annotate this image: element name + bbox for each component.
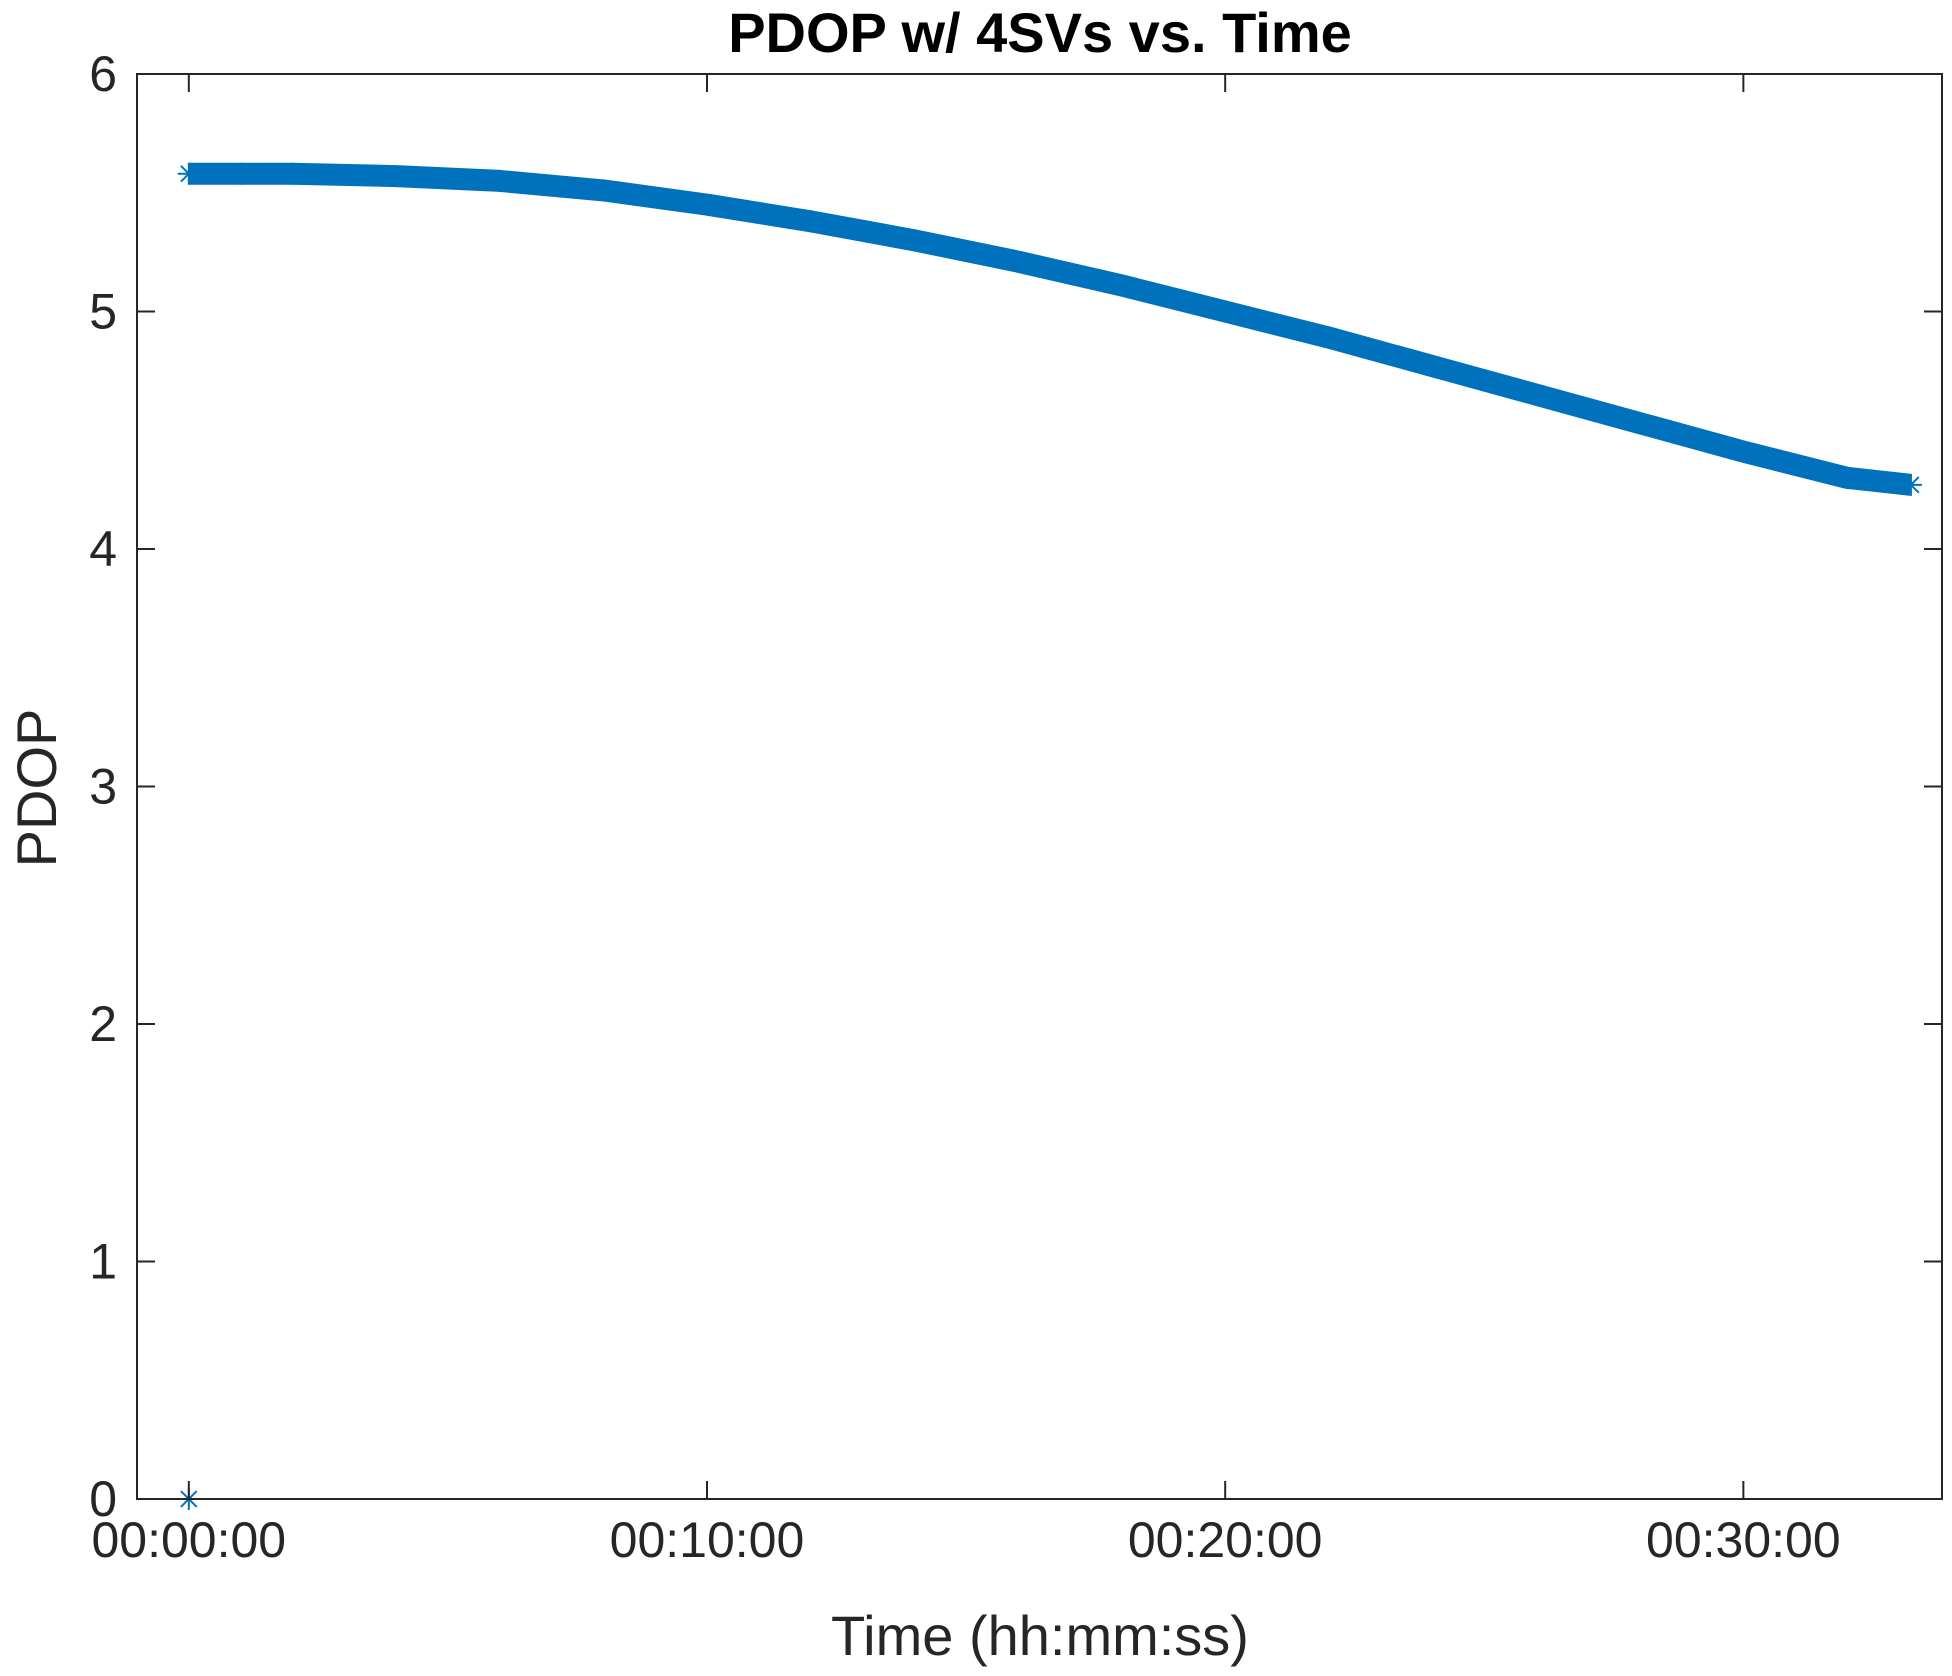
x-tick-label: 00:30:00 xyxy=(1646,1512,1841,1568)
y-tick-label: 0 xyxy=(89,1471,117,1527)
plot-area xyxy=(177,162,1922,1510)
y-tick-label: 4 xyxy=(89,521,117,577)
data-point xyxy=(1836,466,1858,489)
data-point xyxy=(1732,440,1755,463)
y-tick-label: 3 xyxy=(89,759,117,815)
series-line xyxy=(188,162,1913,496)
data-point xyxy=(903,229,926,252)
data-point xyxy=(1006,250,1029,273)
data-point xyxy=(229,162,252,185)
data-point xyxy=(1317,326,1340,349)
data-point xyxy=(799,210,822,233)
x-tick-label: 00:00:00 xyxy=(91,1512,286,1568)
data-point xyxy=(1628,412,1651,435)
data-point xyxy=(1421,355,1444,378)
chart-title: PDOP w/ 4SVs vs. Time xyxy=(728,1,1352,64)
data-point xyxy=(592,179,615,202)
data-point xyxy=(385,165,408,188)
x-axis-label: Time (hh:mm:ss) xyxy=(831,1604,1249,1667)
x-tick-label: 00:20:00 xyxy=(1128,1512,1323,1568)
y-tick-label: 2 xyxy=(89,996,117,1052)
data-point xyxy=(1110,274,1133,297)
y-tick-label: 5 xyxy=(89,284,117,340)
axes: 00:00:00 00:10:00 00:20:00 00:30:00 0 1 2 3 4 5 6 xyxy=(89,46,1943,1568)
data-point xyxy=(1214,300,1237,323)
y-axis-label: PDOP xyxy=(5,709,68,868)
data-point xyxy=(488,169,511,192)
y-tick-label: 1 xyxy=(89,1234,117,1290)
y-tick-label: 6 xyxy=(89,46,117,102)
axis-box xyxy=(136,73,1943,1500)
data-point xyxy=(1525,383,1548,406)
x-tick-label: 00:10:00 xyxy=(610,1512,805,1568)
data-point xyxy=(1899,473,1922,496)
data-point xyxy=(696,193,718,216)
data-point xyxy=(177,162,200,185)
data-point xyxy=(281,162,304,185)
